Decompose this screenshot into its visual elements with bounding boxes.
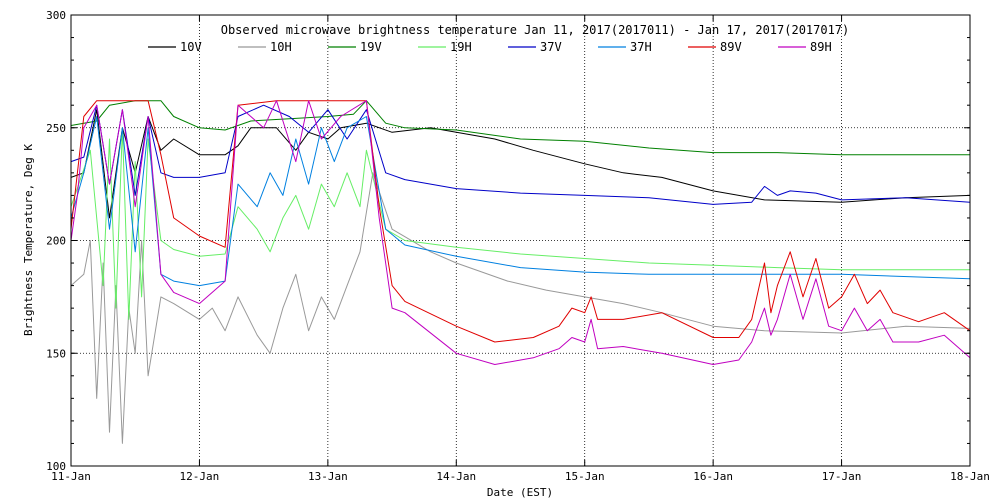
legend-label-19v: 19V bbox=[360, 40, 382, 54]
series-line-10h bbox=[70, 172, 971, 444]
x-tick-label: 11-Jan bbox=[51, 470, 91, 483]
series-line-37v bbox=[70, 104, 971, 205]
y-tick-label: 100 bbox=[46, 460, 66, 473]
series-line-19h bbox=[70, 127, 970, 320]
y-tick-label: 250 bbox=[46, 122, 66, 135]
x-tick-label: 15-Jan bbox=[565, 470, 605, 483]
x-tick-label: 13-Jan bbox=[308, 470, 348, 483]
legend-label-89v: 89V bbox=[720, 40, 742, 54]
y-axis-label: Brightness Temperature, Deg K bbox=[22, 144, 35, 336]
x-tick-label: 18-Jan bbox=[950, 470, 990, 483]
legend-label-89h: 89H bbox=[810, 40, 832, 54]
legend: 10V 10H 19V 19H 37V 37H 89V 89H bbox=[148, 40, 832, 54]
y-tick-label: 300 bbox=[46, 9, 66, 22]
plot-frame bbox=[70, 14, 971, 467]
x-tick-label: 12-Jan bbox=[180, 470, 220, 483]
legend-label-37v: 37V bbox=[540, 40, 562, 54]
legend-label-10h: 10H bbox=[270, 40, 292, 54]
grid-lines bbox=[71, 15, 970, 466]
x-tick-label: 17-Jan bbox=[822, 470, 862, 483]
series-lines bbox=[70, 100, 971, 444]
axis-ticks: 11-Jan 12-Jan 13-Jan 14-Jan 15-Jan 16-Jan 17-J… bbox=[46, 9, 990, 483]
series-line-89v bbox=[70, 100, 971, 343]
series-line-89h bbox=[70, 100, 971, 365]
x-axis-label: Date (EST) bbox=[487, 486, 553, 499]
legend-label-19h: 19H bbox=[450, 40, 472, 54]
series-line-10v bbox=[70, 109, 971, 219]
y-tick-label: 200 bbox=[46, 235, 66, 248]
x-tick-label: 16-Jan bbox=[693, 470, 733, 483]
y-tick-label: 150 bbox=[46, 347, 66, 360]
legend-label-37h: 37H bbox=[630, 40, 652, 54]
x-tick-label: 14-Jan bbox=[436, 470, 476, 483]
chart-title: Observed microwave brightness temperatur… bbox=[221, 23, 850, 37]
series-line-37h bbox=[70, 116, 971, 287]
legend-label-10v: 10V bbox=[180, 40, 202, 54]
series-line-19v bbox=[70, 100, 970, 156]
